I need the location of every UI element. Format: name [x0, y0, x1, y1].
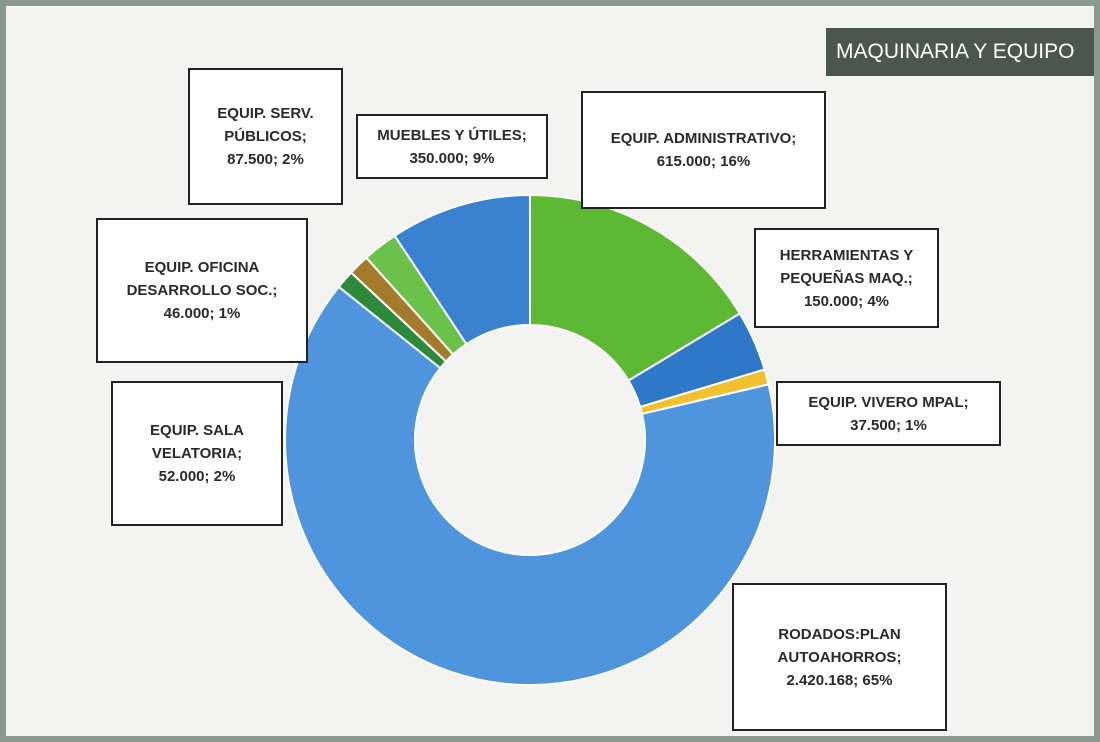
category-label: HERRAMIENTAS Y PEQUEÑAS MAQ.; [779, 246, 914, 287]
value-label: 46.000; 1% [163, 305, 241, 322]
data-label: EQUIP. SALA VELATORIA; 52.000; 2% [111, 381, 283, 526]
category-label: MUEBLES Y ÚTILES; [377, 126, 527, 144]
chart-title: MAQUINARIA Y EQUIPO [826, 28, 1094, 76]
category-label: EQUIP. ADMINISTRATIVO; [610, 130, 797, 147]
value-label: 150.000; 4% [803, 292, 890, 310]
data-label: EQUIP. ADMINISTRATIVO; 615.000; 16% [581, 91, 826, 209]
data-label: RODADOS:PLAN AUTOAHORROS; 2.420.168; 65% [732, 583, 947, 731]
data-label: HERRAMIENTAS Y PEQUEÑAS MAQ.; 150.000; 4% [754, 228, 939, 328]
data-label: EQUIP. OFICINA DESARROLLO SOC.; 46.000; 1… [96, 218, 308, 363]
value-label: 615.000; 16% [656, 153, 751, 170]
category-label: RODADOS:PLAN AUTOAHORROS; [777, 625, 902, 666]
donut-plot [284, 193, 776, 686]
category-label: EQUIP. SERV. PÚBLICOS; [217, 105, 314, 145]
category-label: EQUIP. SALA VELATORIA; [150, 422, 244, 462]
donut-slice [284, 285, 776, 686]
value-label: 87.500; 2% [227, 151, 304, 168]
value-label: 350.000; 9% [409, 149, 495, 167]
category-label: EQUIP. VIVERO MPAL; [808, 393, 969, 411]
value-label: 52.000; 2% [158, 468, 236, 485]
value-label: 2.420.168; 65% [786, 671, 893, 689]
donut-slice [393, 193, 531, 346]
value-label: 37.500; 1% [850, 416, 927, 434]
data-label: EQUIP. SERV. PÚBLICOS; 87.500; 2% [188, 68, 343, 205]
data-label: EQUIP. VIVERO MPAL; 37.500; 1% [776, 381, 1001, 446]
category-label: EQUIP. OFICINA DESARROLLO SOC.; [126, 259, 278, 299]
data-label: MUEBLES Y ÚTILES; 350.000; 9% [356, 114, 548, 179]
